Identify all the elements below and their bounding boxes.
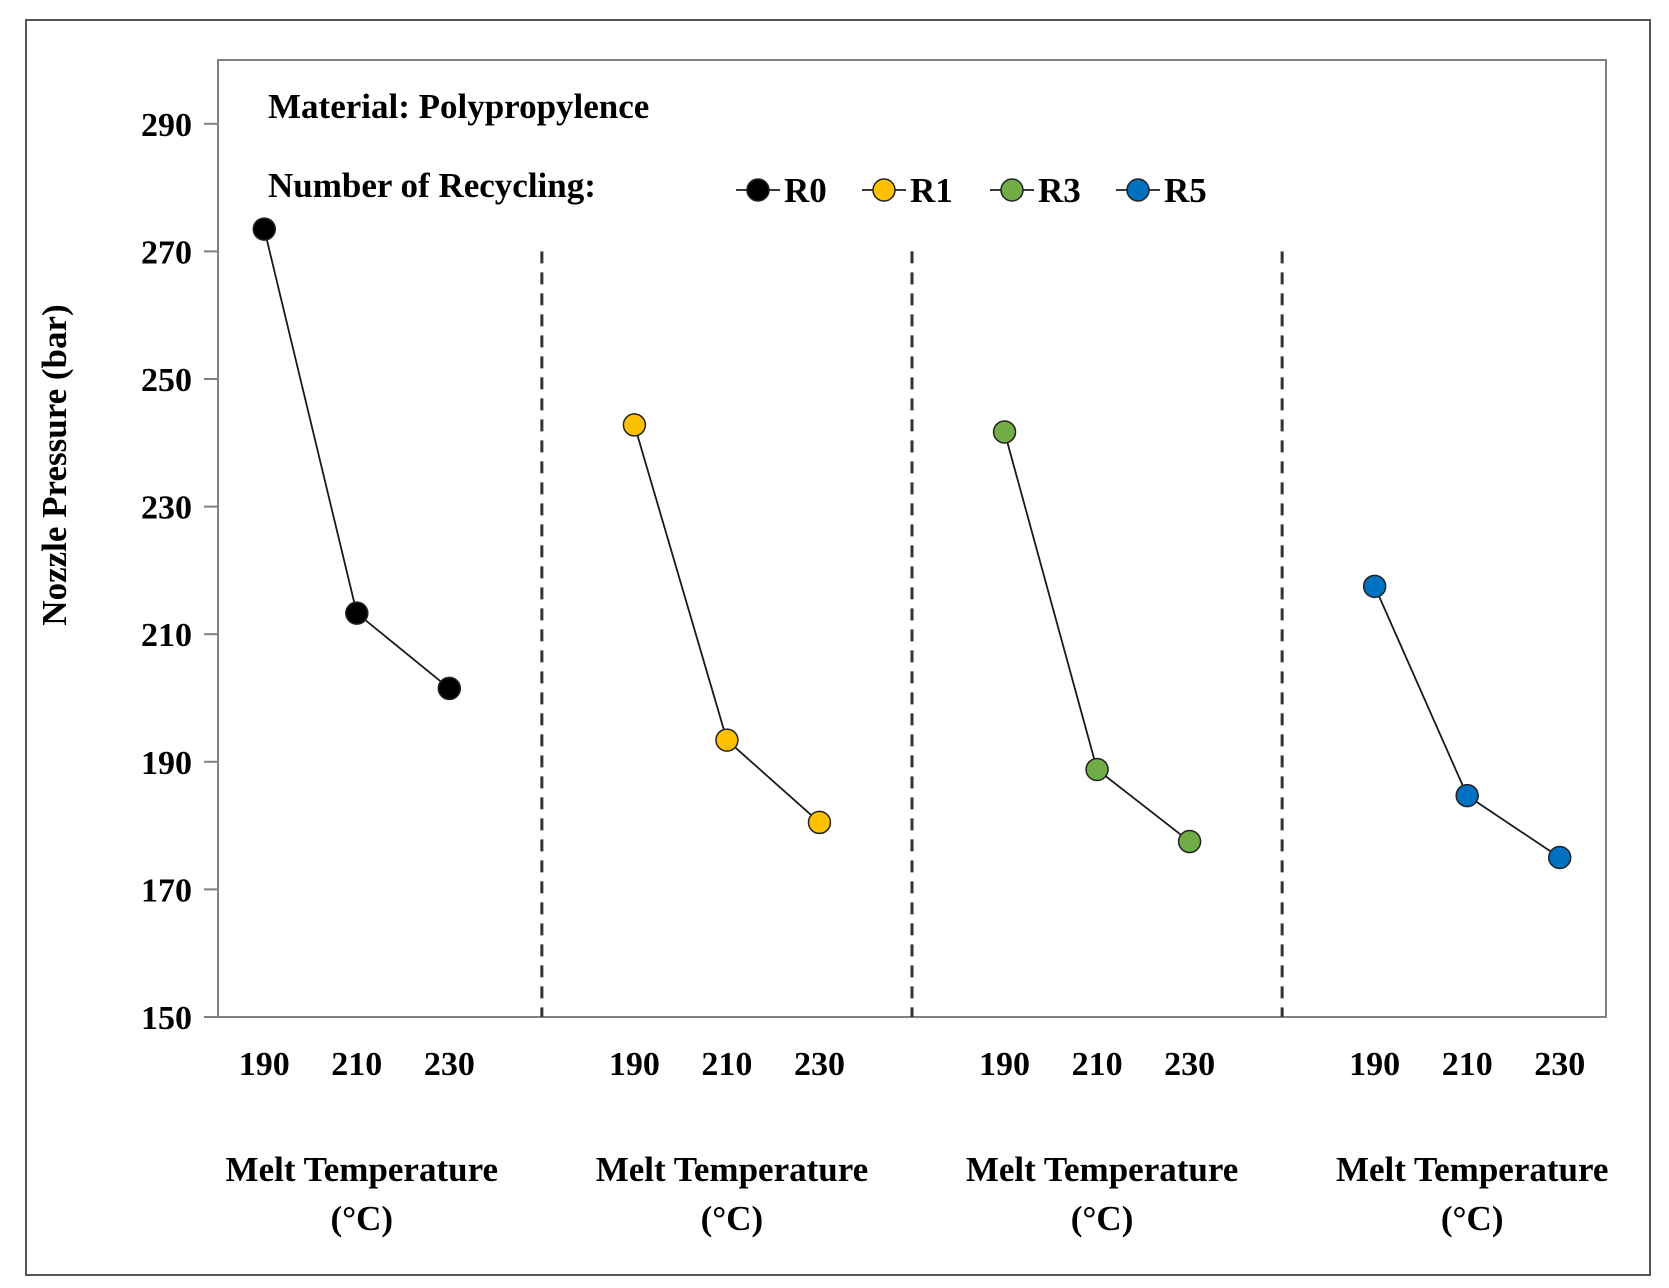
- y-tick-label: 150: [141, 1000, 192, 1037]
- x-axis-title: Melt Temperature: [596, 1150, 868, 1189]
- x-tick-label: 190: [239, 1046, 290, 1083]
- data-point-r0: [345, 601, 369, 625]
- legend-title: Number of Recycling:: [268, 166, 596, 205]
- x-tick-label: 210: [1442, 1046, 1493, 1083]
- y-tick-label: 250: [141, 362, 192, 399]
- data-point-r1: [807, 810, 832, 835]
- x-axis-title-unit: (°C): [1441, 1199, 1504, 1238]
- data-point-r5: [1547, 845, 1572, 870]
- legend-marker-r5: [1126, 178, 1150, 202]
- y-tick-label: 290: [141, 107, 192, 144]
- data-point-r3: [1177, 829, 1202, 854]
- legend-marker-r0: [746, 178, 770, 202]
- x-axis-title-unit: (°C): [331, 1199, 394, 1238]
- y-axis: 150 170 190 210 230 250 270 290: [141, 107, 218, 1037]
- x-tick-label: 230: [1164, 1046, 1215, 1083]
- legend-label-r3: R3: [1038, 171, 1081, 210]
- x-tick-label: 190: [979, 1046, 1030, 1083]
- legend-label-r5: R5: [1164, 171, 1207, 210]
- x-axis-title: Melt Temperature: [1336, 1150, 1608, 1189]
- data-point-r1: [622, 413, 647, 437]
- x-tick-label: 210: [331, 1046, 382, 1083]
- legend-marker-r1: [872, 178, 896, 202]
- x-tick-label: 210: [1072, 1046, 1123, 1083]
- series-lines: [252, 217, 1572, 870]
- y-tick-label: 190: [141, 745, 192, 782]
- y-axis-title: Nozzle Pressure (bar): [35, 304, 74, 625]
- data-point-r3: [1085, 757, 1109, 782]
- x-axis-title-unit: (°C): [1071, 1199, 1134, 1238]
- panel-dividers: [540, 251, 1284, 1017]
- plot-area: [217, 59, 1607, 1018]
- data-point-r0: [437, 676, 462, 701]
- data-point-r3: [992, 420, 1017, 444]
- data-point-r5: [1455, 783, 1479, 808]
- data-point-r0: [252, 217, 277, 241]
- y-tick-label: 270: [141, 234, 192, 271]
- x-tick-label: 230: [794, 1046, 845, 1083]
- x-tick-label: 190: [609, 1046, 660, 1083]
- legend-label-r1: R1: [910, 171, 953, 210]
- data-point-r1: [715, 728, 739, 752]
- x-axis-ticks: 190 210 230 Melt Temperature (°C) 190 210 230 Me…: [226, 1046, 1609, 1238]
- x-tick-label: 230: [1534, 1046, 1585, 1083]
- legend-marker-r3: [1000, 178, 1024, 202]
- y-tick-label: 170: [141, 872, 192, 909]
- x-axis-title: Melt Temperature: [966, 1150, 1238, 1189]
- x-tick-label: 190: [1349, 1046, 1400, 1083]
- legend: R0 R1 R3 R5: [736, 171, 1207, 210]
- y-tick-label: 210: [141, 617, 192, 654]
- material-annotation: Material: Polypropylence: [268, 87, 649, 126]
- x-axis-title: Melt Temperature: [226, 1150, 498, 1189]
- data-point-r5: [1362, 574, 1387, 599]
- legend-label-r0: R0: [784, 171, 827, 210]
- x-tick-label: 210: [701, 1046, 752, 1083]
- y-tick-label: 230: [141, 490, 192, 527]
- x-tick-label: 230: [424, 1046, 475, 1083]
- x-axis-title-unit: (°C): [701, 1199, 764, 1238]
